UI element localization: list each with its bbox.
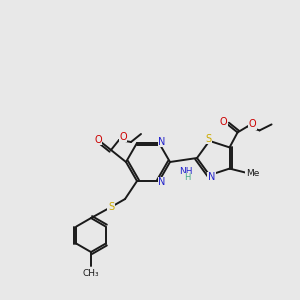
Text: NH: NH — [179, 167, 192, 176]
Text: O: O — [119, 132, 127, 142]
Text: O: O — [94, 135, 102, 145]
Text: CH₃: CH₃ — [83, 268, 99, 278]
Text: S: S — [206, 134, 212, 144]
Text: O: O — [249, 119, 256, 129]
Text: H: H — [184, 173, 191, 182]
Text: S: S — [108, 202, 114, 212]
Text: N: N — [158, 137, 166, 147]
Text: O: O — [220, 117, 227, 128]
Text: Me: Me — [246, 169, 259, 178]
Text: N: N — [158, 177, 166, 187]
Text: N: N — [208, 172, 215, 182]
